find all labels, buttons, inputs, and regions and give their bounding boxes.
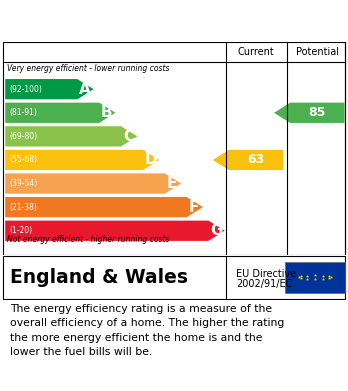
Polygon shape (5, 126, 137, 147)
Text: EU Directive: EU Directive (236, 269, 296, 279)
Polygon shape (5, 174, 181, 194)
Text: 85: 85 (309, 106, 326, 119)
Text: Not energy efficient - higher running costs: Not energy efficient - higher running co… (7, 235, 169, 244)
Text: (39-54): (39-54) (9, 179, 38, 188)
Text: G: G (210, 223, 223, 238)
Text: (1-20): (1-20) (9, 226, 32, 235)
Text: Current: Current (238, 47, 275, 57)
Text: (92-100): (92-100) (9, 85, 42, 94)
Text: Very energy efficient - lower running costs: Very energy efficient - lower running co… (7, 63, 169, 73)
Polygon shape (5, 150, 159, 170)
Text: 63: 63 (247, 153, 265, 167)
Text: 2002/91/EC: 2002/91/EC (236, 279, 292, 289)
Polygon shape (5, 79, 94, 99)
Polygon shape (5, 221, 225, 241)
Text: (81-91): (81-91) (9, 108, 37, 117)
Text: Potential: Potential (296, 47, 339, 57)
Text: E: E (166, 176, 177, 191)
Text: D: D (145, 152, 157, 167)
Polygon shape (5, 102, 116, 123)
Text: Energy Efficiency Rating: Energy Efficiency Rating (10, 12, 239, 30)
Text: (55-68): (55-68) (9, 156, 38, 165)
Text: B: B (101, 105, 112, 120)
Text: The energy efficiency rating is a measure of the
overall efficiency of a home. T: The energy efficiency rating is a measur… (10, 304, 285, 357)
Text: A: A (79, 82, 91, 97)
Polygon shape (213, 150, 283, 170)
Text: England & Wales: England & Wales (10, 268, 188, 287)
Text: (69-80): (69-80) (9, 132, 38, 141)
Text: C: C (123, 129, 134, 144)
Text: (21-38): (21-38) (9, 203, 37, 212)
Polygon shape (5, 197, 203, 217)
Text: F: F (188, 200, 199, 215)
FancyBboxPatch shape (285, 262, 345, 293)
Polygon shape (274, 102, 345, 123)
